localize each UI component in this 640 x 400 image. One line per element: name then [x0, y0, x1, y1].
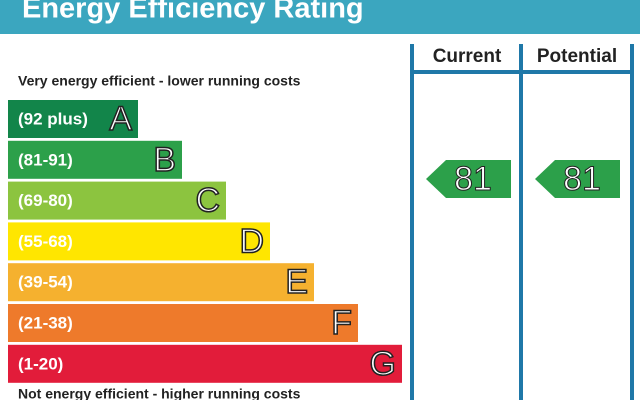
- rating-value: 81: [454, 160, 492, 198]
- top-note: Very energy efficient - lower running co…: [18, 73, 301, 89]
- bottom-note: Not energy efficient - higher running co…: [18, 386, 301, 400]
- band-range: (81-91): [18, 150, 73, 169]
- rating-value: 81: [563, 160, 601, 198]
- band-range: (69-80): [18, 191, 73, 210]
- column-lines: [410, 44, 634, 400]
- band-range: (21-38): [18, 313, 73, 332]
- band: [8, 222, 270, 261]
- column-header: Current: [433, 46, 502, 67]
- band: [8, 263, 314, 302]
- band: [8, 100, 138, 138]
- band-range: (55-68): [18, 232, 73, 251]
- column-header: Potential: [537, 46, 617, 67]
- rating-arrow: [426, 160, 511, 198]
- band: [8, 304, 358, 342]
- band-letter: C: [195, 182, 220, 220]
- band: [8, 344, 402, 383]
- band-letter: A: [109, 100, 132, 138]
- header-title: Energy Efficiency Rating: [22, 0, 364, 25]
- band-letter: B: [153, 141, 176, 179]
- band-letter: E: [285, 263, 308, 301]
- band: [8, 181, 226, 220]
- header-bar: [0, 0, 640, 34]
- band-letter: F: [331, 304, 352, 342]
- band-letter: D: [239, 222, 264, 260]
- band-letter: G: [370, 345, 396, 383]
- band-range: (1-20): [18, 354, 63, 373]
- band-range: (39-54): [18, 273, 73, 292]
- rating-arrow: [535, 160, 620, 198]
- band: [8, 140, 182, 179]
- band-range: (92 plus): [18, 109, 88, 128]
